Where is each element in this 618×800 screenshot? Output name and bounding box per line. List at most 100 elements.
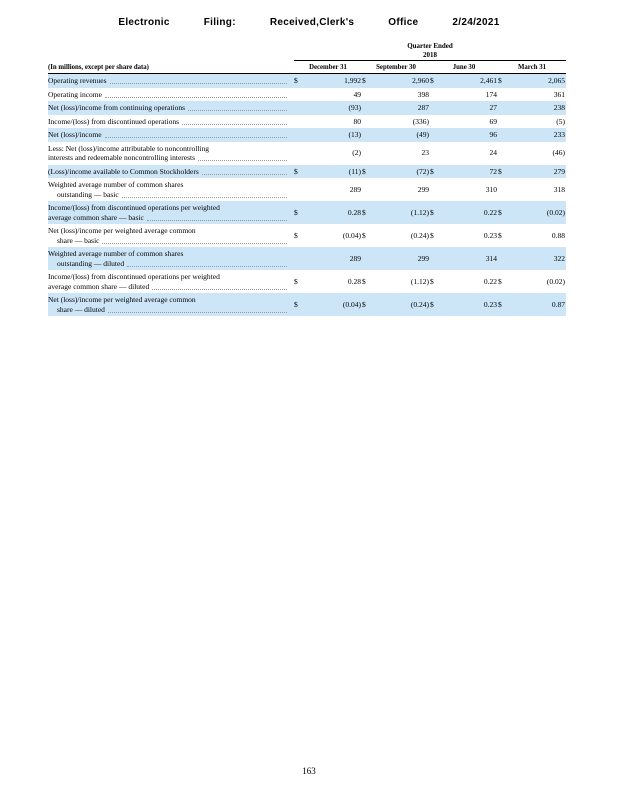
value-cell: $279 <box>498 167 566 177</box>
value-cell: $ (1.12) <box>362 203 430 222</box>
value-cell: $ (0.04) <box>294 295 362 314</box>
dollar-sign: $ <box>430 76 434 85</box>
date-column-header: June 30 <box>452 64 476 71</box>
value-cell: 69 <box>430 117 498 127</box>
dollar-sign: $ <box>430 166 434 176</box>
cell-value: 322 <box>553 253 565 263</box>
table-body: Operating revenues $1,992 $2,960 $2,461 $2,0… <box>48 74 566 316</box>
dotted-leader <box>104 96 287 98</box>
dollar-sign: $ <box>498 299 502 309</box>
value-cell: $72 <box>430 167 498 177</box>
dollar-sign: $ <box>294 276 298 286</box>
value-cell: 24 <box>430 144 498 163</box>
table-row: Net (loss)/income per weighted average c… <box>48 293 566 316</box>
value-cell: $ (72) <box>362 167 430 177</box>
cell-value: 96 <box>489 130 498 139</box>
value-cell: 174 <box>430 90 498 100</box>
cell-value: 174 <box>485 89 497 99</box>
cell-value: (11) <box>348 166 361 176</box>
table-row: Net (loss)/income per weighted average c… <box>48 224 566 247</box>
table-row: Weighted average number of common shares… <box>48 247 566 270</box>
cell-value: 398 <box>417 89 429 99</box>
value-cell: $ (11) <box>294 167 362 177</box>
row-label-cell: Net (loss)/income per weighted average c… <box>48 226 294 245</box>
row-label: Operating revenues <box>48 76 107 85</box>
cell-value: (0.24) <box>410 299 429 309</box>
dotted-leader <box>152 288 287 290</box>
row-label: Net (loss)/income per weighted average c… <box>48 226 196 235</box>
cell-value: (13) <box>348 130 362 139</box>
value-cell: $0.22 <box>430 203 498 222</box>
row-label: Operating income <box>48 89 102 99</box>
row-label: Less: Net (loss)/income attributable to … <box>48 143 210 153</box>
table-row: Income/(loss) from discontinued operatio… <box>48 270 566 293</box>
dollar-sign: $ <box>498 276 502 286</box>
dollar-sign: $ <box>498 76 502 85</box>
value-cell: 314 <box>430 249 498 268</box>
dollar-sign: $ <box>294 76 298 85</box>
row-label-cell: Income/(loss) from discontinued operatio… <box>48 272 294 291</box>
efiling-stamp: Electronic Filing: Received,Clerk's Offi… <box>0 0 618 28</box>
value-cell: $0.88 <box>498 226 566 245</box>
table-row: Net (loss)/income from continuing operat… <box>48 101 566 115</box>
dollar-sign: $ <box>362 207 366 217</box>
dotted-leader <box>104 137 287 138</box>
cell-value: 0.22 <box>483 207 497 217</box>
cell-value: (93) <box>348 103 362 112</box>
value-cell: 49 <box>294 90 362 100</box>
value-cell: $ (0.02) <box>498 203 566 222</box>
value-cell: 233 <box>498 130 566 140</box>
value-cell: 361 <box>498 90 566 100</box>
cell-value: (0.04) <box>342 299 361 309</box>
row-label-cell: Operating income <box>48 90 294 100</box>
value-cell: $ (1.12) <box>362 272 430 291</box>
dollar-sign: $ <box>294 299 298 309</box>
cell-value: (336) <box>412 116 429 126</box>
value-cell: $0.23 <box>430 295 498 314</box>
cell-value: 233 <box>553 130 565 139</box>
dollar-sign: $ <box>362 166 366 176</box>
cell-value: (2) <box>352 148 361 158</box>
cell-value: 0.22 <box>483 276 497 286</box>
table-row: Operating income 49 398 174 361 <box>48 88 566 102</box>
row-label: average common share — basic <box>48 212 144 222</box>
value-cell: $ (0.04) <box>294 226 362 245</box>
value-cell: 96 <box>430 130 498 140</box>
cell-value: (1.12) <box>410 276 429 286</box>
row-label-cell: Income/(loss) from discontinued operatio… <box>48 117 294 127</box>
dotted-leader <box>182 123 287 125</box>
row-label: Income/(loss) from discontinued operatio… <box>48 272 220 281</box>
dotted-leader <box>127 265 287 267</box>
cell-value: 23 <box>421 148 430 158</box>
cell-value: 2,461 <box>480 76 497 85</box>
dollar-sign: $ <box>294 230 298 240</box>
cell-value: 310 <box>485 184 497 194</box>
value-cell: (2) <box>294 144 362 163</box>
value-cell: $2,461 <box>430 76 498 86</box>
cell-value: 72 <box>489 166 498 176</box>
row-label-cell: Less: Net (loss)/income attributable to … <box>48 144 294 163</box>
row-label: Income/(loss) from discontinued operatio… <box>48 203 220 212</box>
cell-value: 299 <box>417 184 429 194</box>
row-label: (Loss)/income available to Common Stockh… <box>48 166 199 176</box>
row-label: share — diluted <box>57 304 105 314</box>
cell-value: 2,065 <box>548 76 565 85</box>
stamp-date: 2/24/2021 <box>452 17 500 28</box>
stamp-word: Office <box>388 17 419 28</box>
page-number: 163 <box>302 766 316 776</box>
cell-value: 0.88 <box>551 230 565 240</box>
cell-value: 80 <box>353 116 362 126</box>
value-cell: (49) <box>362 130 430 140</box>
table-header-row: (In millions, except per share data) Dec… <box>48 61 566 74</box>
value-cell: (46) <box>498 144 566 163</box>
dollar-sign: $ <box>430 230 434 240</box>
cell-value: (46) <box>552 148 566 158</box>
value-cell: 238 <box>498 103 566 113</box>
value-cell: 310 <box>430 180 498 199</box>
value-cell: 322 <box>498 249 566 268</box>
dollar-sign: $ <box>294 207 298 217</box>
cell-value: 289 <box>349 253 361 263</box>
value-cell: $ (0.02) <box>498 272 566 291</box>
value-cell: $0.28 <box>294 203 362 222</box>
